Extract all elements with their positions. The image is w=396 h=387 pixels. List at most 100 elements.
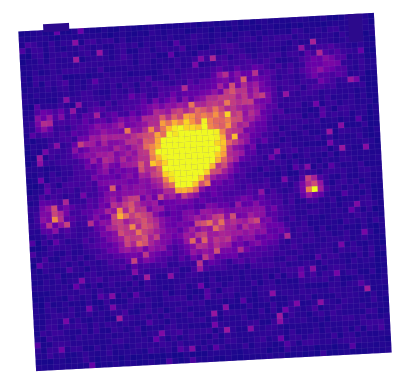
heatmap-cell xyxy=(165,346,172,354)
heatmap-cell xyxy=(73,73,81,80)
heatmap-cell xyxy=(267,261,275,269)
heatmap-cell xyxy=(240,81,248,89)
heatmap-cell xyxy=(267,137,274,144)
heatmap-cell xyxy=(181,192,188,200)
heatmap-cell xyxy=(334,167,341,175)
heatmap-cell xyxy=(91,174,98,182)
heatmap-cell xyxy=(266,125,274,133)
heatmap-cell xyxy=(86,203,94,210)
heatmap-cell xyxy=(348,320,355,327)
heatmap-cell xyxy=(162,171,169,178)
heatmap-cell xyxy=(180,67,188,75)
heatmap-cell xyxy=(195,345,202,352)
heatmap-cell xyxy=(312,202,319,210)
heatmap-cell xyxy=(252,194,260,201)
heatmap-cell xyxy=(185,283,193,290)
heatmap-cell xyxy=(328,54,335,61)
heatmap-cell xyxy=(365,75,372,82)
heatmap-cell xyxy=(261,131,268,139)
heatmap-cell xyxy=(130,138,138,145)
heatmap-cell xyxy=(319,338,327,346)
heatmap-cell xyxy=(207,248,215,255)
heatmap-cell xyxy=(72,164,80,171)
heatmap-cell xyxy=(129,121,137,128)
heatmap-cell xyxy=(334,275,341,282)
heatmap-cell xyxy=(131,149,138,157)
heatmap-cell xyxy=(320,128,327,136)
heatmap-cell xyxy=(198,186,206,193)
heatmap-cell xyxy=(250,149,257,156)
heatmap-cell xyxy=(341,309,349,316)
heatmap-cell xyxy=(160,250,167,257)
heatmap-cell xyxy=(35,30,43,37)
heatmap-cell xyxy=(220,258,227,266)
heatmap-cell xyxy=(252,302,259,309)
heatmap-cell xyxy=(266,120,273,127)
heatmap-cell xyxy=(365,200,373,207)
heatmap-cell xyxy=(51,103,59,110)
heatmap-cell xyxy=(91,180,98,187)
heatmap-cell xyxy=(57,108,65,115)
heatmap-cell xyxy=(202,151,210,159)
heatmap-cell xyxy=(361,120,369,128)
heatmap-cell xyxy=(260,234,268,241)
heatmap-cell xyxy=(302,124,309,131)
heatmap-cell xyxy=(73,187,81,194)
heatmap-cell xyxy=(78,50,86,57)
heatmap-cell xyxy=(113,264,121,271)
heatmap-cell xyxy=(49,182,57,189)
heatmap-cell xyxy=(158,324,165,331)
heatmap-cell xyxy=(68,306,75,313)
heatmap-cell xyxy=(304,50,311,57)
heatmap-cell xyxy=(354,92,361,100)
heatmap-cell xyxy=(273,256,281,263)
heatmap-cell xyxy=(339,258,346,265)
heatmap-cell xyxy=(258,194,265,201)
heatmap-cell xyxy=(248,228,255,236)
heatmap-cell xyxy=(90,157,97,165)
heatmap-cell xyxy=(246,70,253,77)
heatmap-cell xyxy=(240,70,247,77)
heatmap-cell xyxy=(67,68,75,75)
heatmap-cell xyxy=(192,180,199,188)
heatmap-cell xyxy=(101,32,108,39)
heatmap-cell xyxy=(40,222,47,230)
heatmap-cell xyxy=(152,222,160,229)
heatmap-cell xyxy=(118,127,125,135)
heatmap-cell xyxy=(347,87,355,94)
heatmap-cell xyxy=(54,154,61,161)
heatmap-cell xyxy=(311,191,319,198)
heatmap-cell xyxy=(212,111,220,118)
heatmap-cell xyxy=(255,18,262,25)
heatmap-cell xyxy=(176,334,184,342)
heatmap-cell xyxy=(93,220,100,227)
heatmap-cell xyxy=(266,347,274,354)
heatmap-cell xyxy=(163,205,171,212)
heatmap-cell xyxy=(108,54,116,62)
heatmap-cell xyxy=(244,47,252,54)
heatmap-cell xyxy=(372,222,380,229)
heatmap-cell xyxy=(61,295,69,302)
heatmap-cell xyxy=(46,233,54,241)
heatmap-cell xyxy=(18,31,25,38)
heatmap-cell xyxy=(352,64,360,71)
heatmap-cell xyxy=(317,185,324,192)
heatmap-cell xyxy=(267,148,275,155)
heatmap-cell xyxy=(267,245,274,252)
heatmap-cell xyxy=(128,206,135,214)
heatmap-cell xyxy=(275,182,283,189)
heatmap-cell xyxy=(45,319,52,326)
heatmap-cell xyxy=(18,36,26,44)
heatmap-cell xyxy=(182,334,190,341)
heatmap-cell xyxy=(289,215,296,222)
heatmap-cell xyxy=(230,105,237,112)
heatmap-cell xyxy=(25,178,33,185)
heatmap-cell xyxy=(69,323,76,330)
heatmap-cell xyxy=(156,69,164,76)
heatmap-cell xyxy=(347,189,354,197)
heatmap-cell xyxy=(179,277,187,285)
heatmap-cell xyxy=(52,125,60,133)
heatmap-cell xyxy=(113,270,121,277)
heatmap-cell xyxy=(313,225,321,232)
heatmap-cell xyxy=(208,32,215,39)
